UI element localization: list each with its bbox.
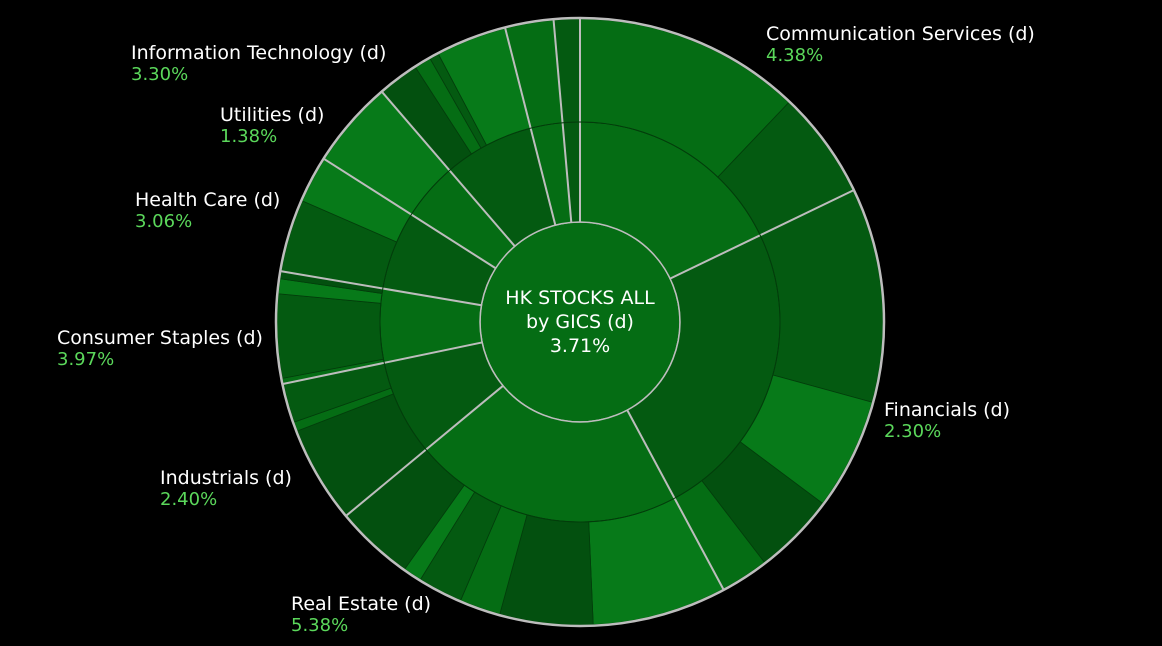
sector-separator [504,28,557,226]
label-industrials: Industrials (d) 2.40% [160,467,292,511]
label-utilities: Utilities (d) 1.38% [220,104,325,148]
sector-name: Health Care (d) [135,189,281,211]
sector-separator [626,409,725,590]
sector-separator [381,91,516,247]
label-information-technology: Information Technology (d) 3.30% [131,42,387,86]
sector-separator [283,341,483,385]
sector-separator [323,158,497,270]
center-title: HK STOCKS ALL [505,287,655,309]
sector-name: Financials (d) [884,399,1011,421]
sector-change: 5.38% [291,615,349,636]
sector-name: Consumer Staples (d) [57,327,263,349]
sector-change: 2.30% [884,421,942,442]
outer-rim [274,16,886,628]
sector-change: 4.38% [766,45,824,66]
sector-change: 1.38% [220,126,278,147]
sector-separator [346,385,504,517]
sector-change: 3.30% [131,64,189,85]
sector-name: Information Technology (d) [131,42,387,64]
center-subtitle: by GICS (d) [526,311,634,333]
sector-name: Utilities (d) [220,104,325,126]
sector-change: 3.06% [135,211,193,232]
label-health-care: Health Care (d) 3.06% [135,189,281,233]
label-real-estate: Real Estate (d) 5.38% [291,593,432,637]
sector-change: 2.40% [160,489,218,510]
label-consumer-staples: Consumer Staples (d) 3.97% [57,327,263,371]
sector-name: Industrials (d) [160,467,292,489]
sector-change: 3.97% [57,349,115,370]
sector-separator [552,20,573,223]
center-label: HK STOCKS ALL by GICS (d) 3.71% [480,286,680,358]
sector-separator [281,270,482,307]
ring-divider [379,121,781,523]
label-financials: Financials (d) 2.30% [884,399,1011,443]
sector-name: Real Estate (d) [291,593,432,615]
sector-separator [669,189,854,280]
sector-name: Communication Services (d) [766,23,1035,45]
label-communication-services: Communication Services (d) 4.38% [766,23,1035,67]
center-outline [479,221,681,423]
center-value: 3.71% [549,335,611,357]
